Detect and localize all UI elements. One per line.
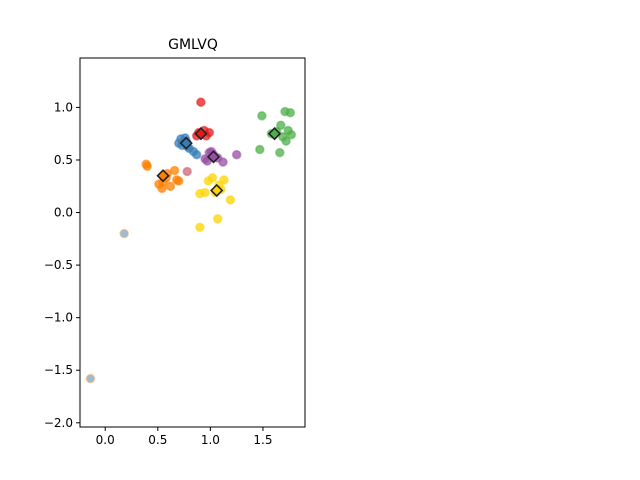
y-tick-label: −1.0 [44,311,73,325]
data-point [196,97,206,107]
data-point [278,132,288,142]
y-tick-label: 1.0 [54,100,73,114]
data-point [219,175,229,185]
data-point [286,129,297,140]
data-point [274,147,285,158]
data-point [174,176,184,186]
data-point [254,144,265,155]
x-tick-label: 0.0 [96,433,115,447]
data-point [119,228,129,239]
data-point [85,373,96,384]
prototype-marker [156,169,170,183]
data-point [231,149,242,160]
y-tick-label: 0.5 [54,153,73,167]
prototype-marker [267,127,282,141]
data-point [218,157,228,167]
data-point [225,195,236,205]
data-point [285,107,296,118]
data-point [191,149,202,160]
y-tick-label: −1.5 [44,363,73,377]
data-point [257,111,267,121]
y-tick-label: −2.0 [44,416,73,430]
y-tick-label: 0.0 [54,206,73,220]
data-point [165,181,176,192]
prototype-marker [210,183,224,198]
prototype-marker [206,150,221,164]
plot-area [85,97,297,384]
axes-frame [79,57,306,428]
y-tick-label: −0.5 [44,258,73,272]
data-point [182,166,192,177]
y-axis: −2.0 −1.5 −1.0 −0.5 0.0 0.5 1.0 [44,100,80,430]
data-point [195,222,205,233]
data-point [207,173,218,183]
x-tick-label: 1.0 [201,433,220,447]
data-point [200,187,210,198]
x-tick-label: 1.5 [253,433,272,447]
chart-title: GMLVQ [168,37,218,53]
x-tick-label: 0.5 [148,433,167,447]
data-point [212,214,223,224]
data-point [169,165,180,176]
prototype-marker [194,127,208,141]
prototype-marker [179,136,193,150]
data-point [142,161,153,172]
x-axis: 0.0 0.5 1.0 1.5 [96,427,272,447]
